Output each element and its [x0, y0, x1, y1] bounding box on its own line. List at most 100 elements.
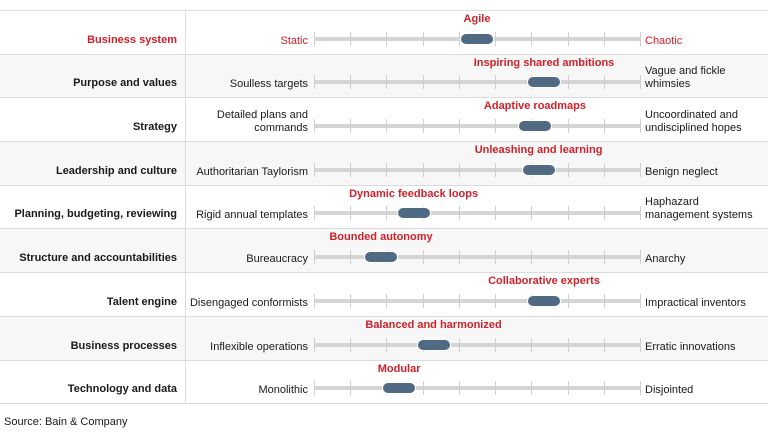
tick-mark [531, 381, 533, 396]
position-marker [382, 382, 417, 395]
tick-mark [458, 206, 460, 221]
tick-mark [640, 293, 641, 308]
comparison-table: Business system Static Agile Chaotic Purpose… [0, 10, 768, 405]
position-marker [521, 163, 556, 176]
tick-mark [422, 162, 424, 177]
dimension-label: Structure and accountabilities [0, 229, 186, 273]
tick-mark [640, 337, 641, 352]
ideal-state-label: Inspiring shared ambitions [473, 56, 615, 69]
tick-mark [603, 293, 605, 308]
tick-mark [603, 206, 605, 221]
tick-mark [314, 206, 315, 221]
scale-track [314, 293, 641, 308]
tick-mark [314, 75, 315, 90]
tick-mark [531, 206, 533, 221]
dimension-label: Business system [0, 11, 186, 54]
tick-mark [567, 206, 569, 221]
tick-mark [350, 250, 352, 265]
tick-mark [350, 206, 352, 221]
tick-mark [603, 250, 605, 265]
tick-mark [386, 206, 388, 221]
tick-mark [386, 31, 388, 46]
scale-track [314, 119, 641, 134]
dimension-label: Talent engine [0, 273, 186, 316]
tick-mark [422, 75, 424, 90]
tick-mark [640, 119, 641, 134]
scale-track [314, 337, 641, 352]
dimension-label: Strategy [0, 98, 186, 142]
tick-mark [603, 119, 605, 134]
left-extreme-label: Detailed plans and commands [216, 109, 308, 135]
left-extreme-label: Static [280, 34, 308, 47]
tick-mark [603, 162, 605, 177]
tick-mark [458, 250, 460, 265]
position-marker [364, 251, 398, 264]
tick-mark [495, 31, 497, 46]
tick-mark [640, 162, 641, 177]
position-marker [396, 207, 431, 220]
tick-mark [567, 293, 569, 308]
scale-track [314, 31, 641, 46]
dimension-label: Leadership and culture [0, 142, 186, 185]
tick-mark [567, 119, 569, 134]
table-row: Business system Static Agile Chaotic [0, 11, 768, 55]
ideal-state-label: Collaborative experts [488, 275, 600, 288]
tick-mark [314, 250, 315, 265]
right-extreme-label: Vague and fickle whimsies [645, 65, 726, 91]
tick-mark [422, 381, 424, 396]
tick-mark [640, 206, 641, 221]
ideal-state-label: Agile [463, 13, 491, 25]
left-extreme-label: Disengaged conformists [189, 296, 308, 309]
source-note: Source: Bain & Company [4, 416, 128, 428]
tick-mark [422, 293, 424, 308]
left-extreme-label: Soulless targets [229, 78, 308, 91]
tick-mark [603, 75, 605, 90]
ideal-state-label: Unleashing and learning [474, 144, 603, 157]
table-row: Strategy Detailed plans and commands Adapt… [0, 98, 768, 143]
tick-mark [350, 162, 352, 177]
tick-mark [314, 119, 315, 134]
position-marker [527, 76, 561, 89]
tick-mark [495, 293, 497, 308]
right-extreme-label: Anarchy [645, 253, 686, 266]
tick-mark [314, 337, 315, 352]
position-marker [527, 294, 561, 307]
tick-mark [458, 162, 460, 177]
ideal-state-label: Modular [377, 362, 421, 375]
ideal-state-label: Dynamic feedback loops [349, 187, 479, 200]
tick-mark [458, 119, 460, 134]
table-row: Talent engine Disengaged conformists Colla… [0, 273, 768, 317]
tick-mark [458, 381, 460, 396]
scale-track [314, 75, 641, 90]
tick-mark [495, 75, 497, 90]
table-row: Purpose and values Soulless targets Inspir… [0, 54, 768, 99]
tick-mark [386, 337, 388, 352]
tick-mark [640, 250, 641, 265]
ideal-state-label: Adaptive roadmaps [483, 100, 586, 113]
tick-mark [350, 337, 352, 352]
tick-mark [603, 31, 605, 46]
right-extreme-label: Uncoordinated and undisciplined hopes [645, 109, 742, 135]
left-extreme-label: Monolithic [258, 384, 308, 397]
right-extreme-label: Impractical inventors [645, 296, 746, 309]
tick-mark [567, 250, 569, 265]
scale-track [314, 250, 641, 265]
tick-mark [386, 75, 388, 90]
table-row: Planning, budgeting, reviewing Rigid annu… [0, 185, 768, 230]
tick-mark [350, 293, 352, 308]
table-row: Business processes Inflexible operations B… [0, 316, 768, 361]
tick-mark [314, 162, 315, 177]
dimension-label: Technology and data [0, 360, 186, 404]
tick-mark [495, 162, 497, 177]
tick-mark [386, 293, 388, 308]
tick-mark [350, 31, 352, 46]
position-marker [416, 338, 451, 351]
left-extreme-label: Rigid annual templates [196, 209, 308, 222]
tick-mark [567, 162, 569, 177]
right-extreme-label: Chaotic [645, 34, 683, 47]
tick-mark [567, 381, 569, 396]
tick-mark [422, 31, 424, 46]
tick-mark [531, 337, 533, 352]
tick-mark [458, 337, 460, 352]
tick-mark [495, 250, 497, 265]
